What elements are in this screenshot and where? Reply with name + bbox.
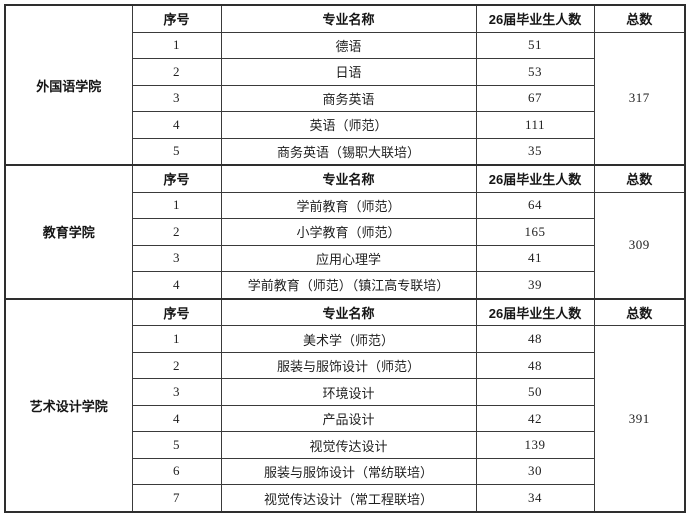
section-header-row: 艺术设计学院 序号 专业名称 26届毕业生人数 总数	[4, 297, 686, 513]
graduate-count-cell: 48	[475, 325, 595, 353]
column-header: 序号	[131, 297, 222, 327]
major-name-cell: 商务英语（锡职大联培）	[220, 137, 477, 166]
major-name-cell: 商务英语	[220, 84, 477, 113]
major-name-cell: 小学教育（师范）	[220, 218, 477, 246]
graduate-count-cell: 64	[475, 191, 595, 220]
section-total-cell: 391	[593, 325, 686, 513]
table-row: 7 视觉传达设计（常工程联培） 34	[5, 484, 685, 513]
section-header-row: 外国语学院 序号 专业名称 26届毕业生人数 总数	[4, 4, 686, 166]
row-number-cell: 5	[131, 431, 222, 459]
department-cell: 艺术设计学院	[4, 297, 133, 513]
row-number-cell: 4	[131, 404, 222, 433]
row-number-cell: 5	[131, 137, 222, 166]
table-row: 5 视觉传达设计 139	[5, 431, 685, 459]
row-number-cell: 1	[131, 325, 222, 353]
table-row: 3 环境设计 50	[5, 378, 685, 406]
graduate-count-cell: 35	[475, 137, 595, 166]
graduate-count-cell: 41	[475, 244, 595, 273]
major-name-cell: 学前教育（师范）	[220, 191, 477, 220]
row-number-cell: 7	[131, 484, 222, 513]
row-number-cell: 2	[131, 58, 222, 86]
row-number-cell: 3	[131, 244, 222, 273]
row-number-cell: 4	[131, 271, 222, 300]
table-row: 1 美术学（师范） 48 391	[5, 325, 686, 513]
column-header: 专业名称	[220, 4, 477, 33]
major-name-cell: 产品设计	[220, 404, 477, 433]
row-number-cell: 3	[131, 378, 222, 406]
column-header: 专业名称	[220, 164, 477, 193]
graduate-count-cell: 42	[475, 404, 595, 433]
major-name-cell: 服装与服饰设计（常纺联培）	[220, 457, 477, 486]
table-row: 2 服装与服饰设计（师范） 48	[5, 351, 685, 380]
graduates-by-college-table: 外国语学院 序号 专业名称 26届毕业生人数 总数 1 德语 51 317 2 日语 53 3 商务英语 6…	[4, 4, 686, 513]
table-row: 3 应用心理学 41	[5, 244, 685, 273]
column-header: 序号	[131, 4, 222, 33]
row-number-cell: 2	[131, 351, 222, 380]
graduate-count-cell: 39	[475, 271, 595, 300]
major-name-cell: 服装与服饰设计（师范）	[220, 351, 477, 380]
graduate-count-cell: 48	[475, 351, 595, 380]
column-header: 专业名称	[220, 297, 477, 327]
graduate-count-cell: 53	[475, 58, 595, 86]
column-header: 26届毕业生人数	[475, 164, 595, 193]
department-cell: 教育学院	[4, 164, 133, 300]
table-row: 6 服装与服饰设计（常纺联培） 30	[5, 457, 685, 486]
major-name-cell: 德语	[220, 31, 477, 60]
section-header-row: 教育学院 序号 专业名称 26届毕业生人数 总数	[4, 164, 686, 300]
major-name-cell: 视觉传达设计（常工程联培）	[220, 484, 477, 513]
graduate-count-cell: 34	[475, 484, 595, 513]
section-total-cell: 309	[593, 191, 686, 300]
graduate-count-cell: 30	[475, 457, 595, 486]
graduate-count-cell: 67	[475, 84, 595, 113]
table-row: 4 英语（师范） 111	[5, 111, 685, 139]
row-number-cell: 1	[131, 31, 222, 60]
graduate-count-cell: 165	[475, 218, 595, 246]
graduate-count-cell: 51	[475, 31, 595, 60]
section-total-cell: 317	[593, 31, 686, 166]
row-number-cell: 3	[131, 84, 222, 113]
column-header: 26届毕业生人数	[475, 4, 595, 33]
major-name-cell: 美术学（师范）	[220, 325, 477, 353]
major-name-cell: 视觉传达设计	[220, 431, 477, 459]
graduate-count-cell: 111	[475, 111, 595, 139]
major-name-cell: 学前教育（师范）（镇江高专联培）	[220, 271, 477, 300]
row-number-cell: 2	[131, 218, 222, 246]
department-cell: 外国语学院	[4, 4, 133, 166]
column-header: 总数	[593, 164, 686, 193]
column-header: 总数	[593, 297, 686, 327]
major-name-cell: 应用心理学	[220, 244, 477, 273]
column-header: 总数	[593, 4, 686, 33]
column-header: 序号	[131, 164, 222, 193]
major-name-cell: 英语（师范）	[220, 111, 477, 139]
table-row: 4 学前教育（师范）（镇江高专联培） 39	[5, 271, 685, 300]
graduate-count-cell: 139	[475, 431, 595, 459]
row-number-cell: 1	[131, 191, 222, 220]
row-number-cell: 6	[131, 457, 222, 486]
graduate-count-cell: 50	[475, 378, 595, 406]
row-number-cell: 4	[131, 111, 222, 139]
major-name-cell: 环境设计	[220, 378, 477, 406]
table-row: 2 日语 53	[5, 58, 685, 86]
column-header: 26届毕业生人数	[475, 297, 595, 327]
major-name-cell: 日语	[220, 58, 477, 86]
